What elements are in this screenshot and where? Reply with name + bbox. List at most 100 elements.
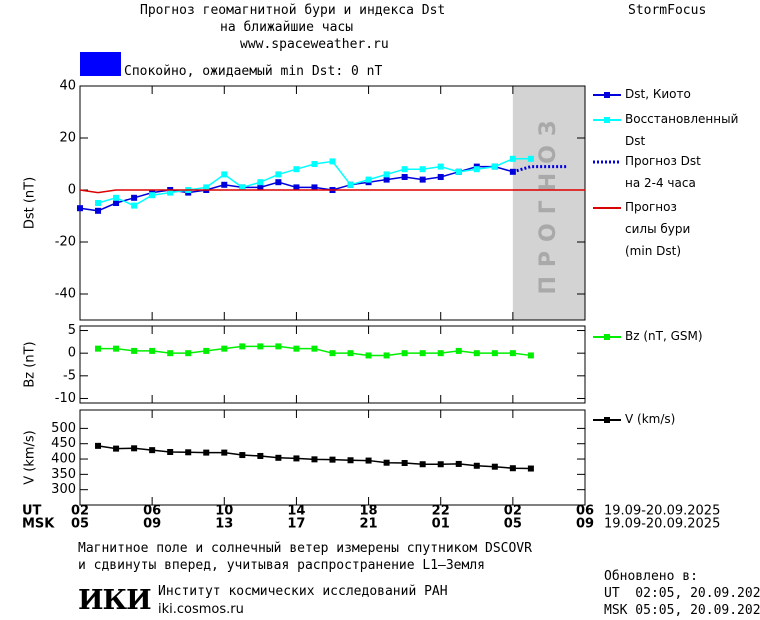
- marker: [383, 176, 390, 183]
- marker: [275, 171, 282, 178]
- marker: [311, 184, 318, 191]
- x-tick-label: 02: [71, 504, 89, 519]
- marker: [509, 350, 516, 357]
- series-line: [512, 165, 567, 174]
- marker: [185, 350, 192, 357]
- marker: [383, 171, 390, 178]
- brand: StormFocus: [628, 3, 707, 18]
- status-box: [80, 52, 121, 76]
- y-tick-label: 450: [51, 436, 76, 451]
- y-tick-label: -40: [55, 287, 76, 302]
- legend-marker: [604, 334, 610, 340]
- marker: [95, 345, 102, 352]
- x-tick-label: 22: [432, 504, 450, 519]
- updated: Обновлено в:: [604, 569, 698, 584]
- marker: [401, 166, 408, 173]
- y-tick-label: 5: [68, 323, 76, 338]
- marker: [347, 457, 354, 464]
- marker: [383, 352, 390, 359]
- marker: [131, 445, 138, 452]
- marker: [437, 163, 444, 170]
- x-axis-label: UT: [22, 504, 42, 519]
- marker: [527, 155, 534, 162]
- y-tick-label: 500: [51, 421, 76, 436]
- forecast-area: [512, 86, 585, 320]
- marker: [401, 174, 408, 180]
- marker: [293, 166, 300, 173]
- marker: [473, 166, 480, 173]
- x-tick-label-msk: 01: [432, 517, 450, 532]
- legend-label: Восстановленный Dst: [625, 112, 739, 148]
- marker: [95, 200, 102, 206]
- y-tick-label: 350: [51, 467, 76, 482]
- marker: [221, 171, 228, 178]
- updated-msk: MSK 05:05, 20.09.2025: [604, 603, 760, 618]
- marker: [419, 461, 426, 468]
- marker: [203, 347, 210, 354]
- marker: [455, 460, 462, 467]
- marker: [131, 194, 138, 201]
- marker: [149, 347, 156, 354]
- y-tick-label: 40: [59, 79, 76, 94]
- status-text: Спокойно, ожидаемый min Dst: 0 nT: [124, 64, 383, 79]
- marker: [527, 465, 534, 472]
- marker: [203, 449, 210, 456]
- marker: [113, 345, 120, 352]
- marker: [311, 456, 318, 463]
- y-tick-label: -20: [55, 235, 76, 250]
- legend-label: Bz (nT, GSM): [625, 329, 703, 343]
- x-tick-label: 14: [287, 504, 305, 519]
- marker: [113, 445, 120, 452]
- marker: [257, 179, 264, 186]
- x-tick-label: 18: [360, 504, 378, 519]
- marker: [167, 448, 174, 455]
- series-line: [79, 189, 585, 194]
- marker: [95, 207, 102, 214]
- logo: ИКИ: [78, 585, 152, 616]
- marker: [365, 176, 372, 183]
- marker: [167, 350, 174, 357]
- x-tick-label-msk: 09: [576, 517, 594, 532]
- marker: [347, 181, 354, 188]
- marker: [509, 465, 516, 472]
- marker: [419, 350, 426, 357]
- legend-label: Прогноз Dst на 2-4 часа: [625, 154, 701, 190]
- marker: [113, 194, 120, 201]
- x-tick-label: 06: [143, 504, 161, 519]
- marker: [149, 192, 156, 199]
- marker: [257, 184, 264, 191]
- marker: [437, 174, 444, 180]
- y-axis-label: Dst (nT): [23, 177, 38, 229]
- y-tick-label: 300: [51, 482, 76, 497]
- x-tick-label-msk: 21: [360, 517, 378, 532]
- marker: [527, 352, 534, 359]
- note: и сдвинуты вперед, учитывая распростране…: [78, 558, 485, 573]
- marker: [347, 350, 354, 357]
- marker: [473, 350, 480, 357]
- x-tick-label: 06: [576, 504, 594, 519]
- y-tick-label: 400: [51, 452, 76, 467]
- y-tick-label: -10: [55, 391, 76, 406]
- y-tick-label: -5: [63, 368, 76, 383]
- x-tick-label-msk: 17: [287, 517, 305, 532]
- marker: [221, 449, 228, 456]
- marker: [455, 168, 462, 175]
- marker: [401, 350, 408, 357]
- marker: [203, 184, 210, 191]
- x-tick-label-msk: 13: [215, 517, 233, 532]
- marker: [293, 455, 300, 462]
- marker: [239, 343, 246, 350]
- marker: [221, 345, 228, 352]
- marker: [365, 457, 372, 464]
- marker: [311, 161, 318, 167]
- panel-frame: [79, 85, 586, 321]
- x-axis-label: MSK: [22, 517, 55, 532]
- date-range: 19.09-20.09.2025: [604, 504, 720, 519]
- date-range: 19.09-20.09.2025: [604, 517, 720, 532]
- legend-marker: [604, 117, 610, 123]
- marker: [509, 155, 516, 162]
- marker: [311, 345, 318, 352]
- marker: [239, 452, 246, 459]
- marker: [131, 347, 138, 354]
